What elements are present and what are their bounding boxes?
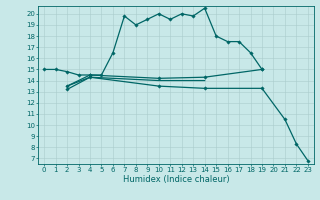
X-axis label: Humidex (Indice chaleur): Humidex (Indice chaleur) [123, 175, 229, 184]
